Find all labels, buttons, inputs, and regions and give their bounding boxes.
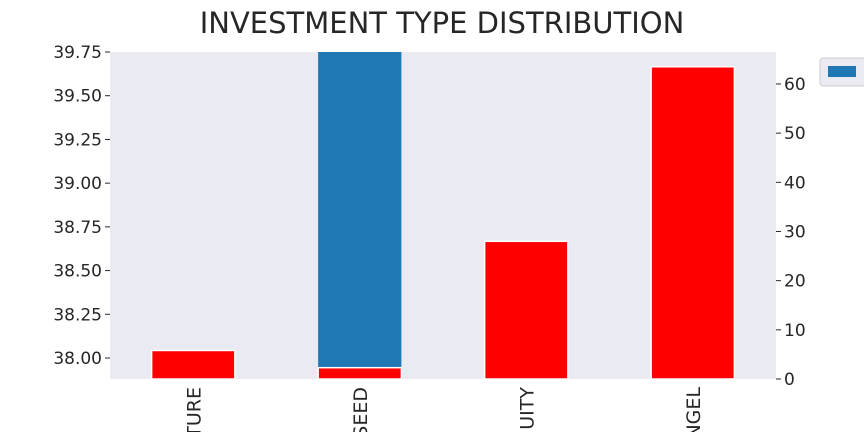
- right-bar-angel: [650, 66, 736, 380]
- right-tick-label: 40: [784, 173, 806, 193]
- left-tick-label: 39.50: [53, 87, 102, 107]
- left-tick-label: 38.00: [53, 349, 102, 369]
- right-tick-label: 20: [784, 272, 806, 292]
- right-bar-venture: [150, 349, 236, 380]
- left-tick-label: 38.50: [53, 262, 102, 282]
- right-tick-label: 50: [784, 124, 806, 144]
- left-bar-seed: [318, 52, 402, 379]
- right-bar-seed: [317, 366, 403, 380]
- right-bar-private-equity: [483, 240, 569, 380]
- category-labels: TURE SEED UITY NGEL: [183, 387, 705, 432]
- legend: [819, 57, 864, 87]
- left-tick-label: 39.00: [53, 174, 102, 194]
- left-tick-label: 39.25: [53, 130, 102, 150]
- right-tick-label: 60: [784, 75, 806, 95]
- category-label: TURE: [183, 387, 205, 432]
- right-tick-label: 0: [784, 370, 795, 390]
- right-axis-ticks: 0 10 20 30 40 50 60: [776, 75, 806, 390]
- left-tick-label: 38.25: [53, 305, 102, 325]
- left-axis-bars: [318, 52, 402, 379]
- right-tick-label: 10: [784, 321, 806, 341]
- left-axis-ticks: 38.00 38.25 38.50 38.75 39.00 39.25 39.50 39.75: [53, 43, 110, 369]
- left-tick-label: 38.75: [53, 218, 102, 238]
- category-label: SEED: [350, 387, 372, 432]
- category-label: UITY: [516, 387, 538, 430]
- chart-title: INVESTMENT TYPE DISTRIBUTION: [200, 6, 685, 40]
- left-tick-label: 39.75: [53, 43, 102, 63]
- legend-swatch: [828, 66, 856, 77]
- right-tick-label: 30: [784, 222, 806, 242]
- category-label: NGEL: [683, 387, 705, 432]
- right-axis-bars: [150, 66, 736, 380]
